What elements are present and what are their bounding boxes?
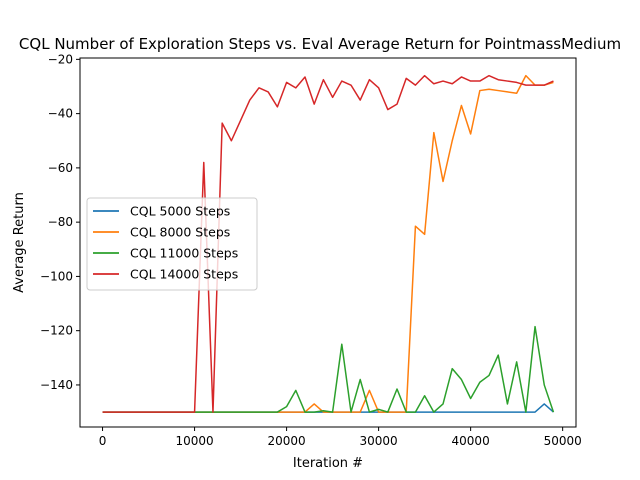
legend: CQL 5000 Steps CQL 8000 Steps CQL 11000 St… — [86, 197, 258, 291]
x-tick-label: 20000 — [267, 434, 305, 448]
legend-label-3: CQL 11000 Steps — [130, 246, 238, 261]
legend-label-4: CQL 14000 Steps — [130, 267, 238, 282]
x-tick-label: 40000 — [452, 434, 490, 448]
legend-label-2: CQL 8000 Steps — [130, 225, 230, 240]
legend-box — [86, 197, 258, 291]
x-tick-label: 30000 — [360, 434, 398, 448]
series-layer — [102, 74, 555, 413]
y-tick-label: −120 — [40, 324, 73, 338]
x-tick-label: 50000 — [544, 434, 582, 448]
y-axis-label: Average Return — [12, 192, 27, 293]
y-axis: −140 −120 −100 −80 −60 −40 −20 — [40, 52, 80, 392]
plot-frame — [79, 57, 577, 428]
y-tick-label: −140 — [40, 378, 73, 392]
y-tick-label: −80 — [48, 215, 73, 229]
x-tick-label: 10000 — [175, 434, 213, 448]
y-tick-label: −20 — [48, 52, 73, 66]
y-tick-label: −40 — [48, 107, 73, 121]
legend-label-1: CQL 5000 Steps — [130, 204, 230, 219]
y-tick-label: −60 — [48, 161, 73, 175]
x-tick-label: 0 — [99, 434, 107, 448]
chart-title: CQL Number of Exploration Steps vs. Eval… — [19, 35, 621, 53]
x-axis: 0 10000 20000 30000 40000 50000 — [99, 427, 582, 448]
y-tick-label: −100 — [40, 269, 73, 283]
series-line-4 — [102, 74, 554, 413]
x-axis-label: Iteration # — [293, 456, 363, 471]
